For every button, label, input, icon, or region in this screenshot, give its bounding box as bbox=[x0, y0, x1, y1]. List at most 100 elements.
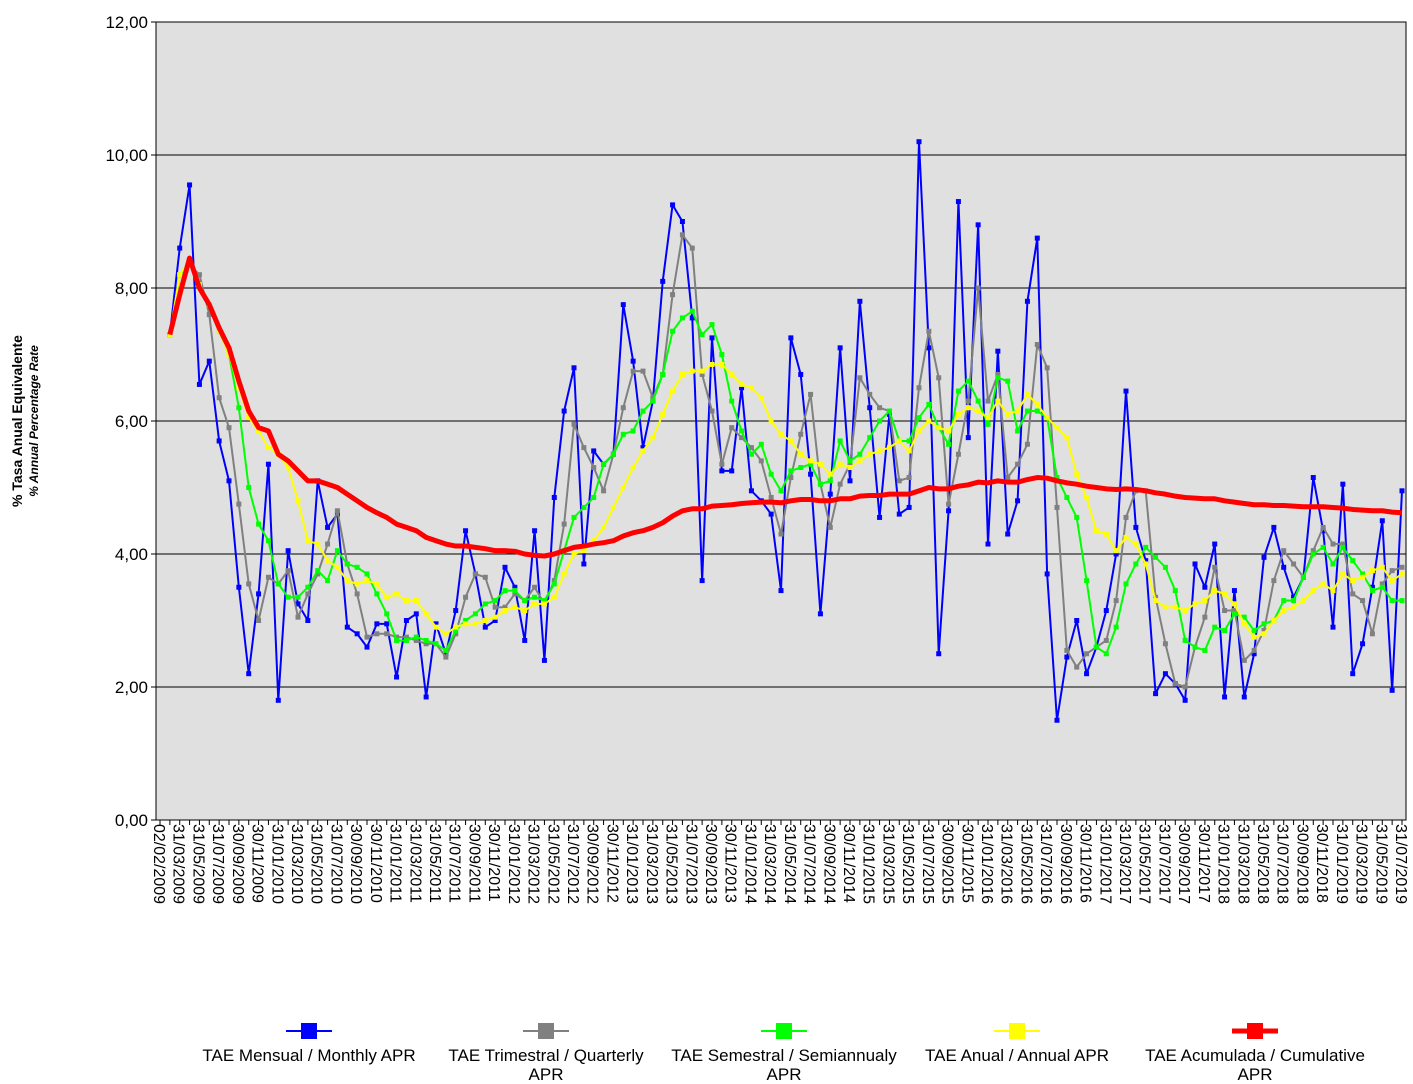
point-marker bbox=[246, 415, 252, 421]
x-tick-label: 30/11/2010 bbox=[367, 824, 384, 903]
point-marker bbox=[867, 435, 873, 441]
point-marker bbox=[1261, 554, 1267, 560]
point-marker bbox=[1064, 494, 1070, 500]
point-marker bbox=[1133, 541, 1139, 547]
x-tick-label: 31/01/2011 bbox=[387, 824, 404, 903]
point-marker bbox=[1222, 608, 1228, 614]
x-tick-label: 31/03/2014 bbox=[761, 824, 778, 904]
point-marker bbox=[798, 371, 804, 377]
x-tick-label: 31/01/2014 bbox=[741, 824, 758, 904]
point-marker bbox=[1202, 598, 1208, 604]
point-marker bbox=[1005, 378, 1011, 384]
point-marker bbox=[630, 368, 636, 374]
x-tick-label: 31/07/2018 bbox=[1274, 824, 1291, 904]
point-marker bbox=[1202, 647, 1208, 653]
x-tick-label: 31/05/2016 bbox=[1017, 824, 1034, 904]
point-marker bbox=[995, 371, 1001, 377]
point-marker bbox=[1271, 578, 1277, 584]
x-tick-label: 31/07/2009 bbox=[209, 824, 226, 904]
point-marker bbox=[1044, 365, 1050, 371]
legend-entry: TAE Semestral / Semiannualy APR bbox=[669, 1020, 899, 1084]
point-marker bbox=[1340, 544, 1346, 550]
point-marker bbox=[581, 445, 587, 451]
point-marker bbox=[896, 438, 902, 444]
point-marker bbox=[679, 232, 685, 238]
point-marker bbox=[443, 654, 449, 660]
point-marker bbox=[1251, 647, 1257, 653]
point-marker bbox=[453, 631, 459, 637]
point-marker bbox=[689, 368, 695, 374]
point-marker bbox=[1281, 564, 1287, 570]
point-marker bbox=[413, 634, 419, 640]
point-marker bbox=[827, 524, 833, 530]
point-marker bbox=[857, 458, 863, 464]
x-tick-label: 31/07/2013 bbox=[682, 824, 699, 904]
point-marker bbox=[758, 441, 764, 447]
point-marker bbox=[1360, 641, 1366, 647]
point-marker bbox=[817, 461, 823, 467]
x-tick-label: 30/11/2015 bbox=[958, 824, 975, 903]
x-tick-label: 30/09/2011 bbox=[465, 824, 482, 903]
point-marker bbox=[739, 381, 745, 387]
point-marker bbox=[1074, 471, 1080, 477]
point-marker bbox=[601, 461, 607, 467]
x-tick-label: 30/09/2016 bbox=[1057, 824, 1074, 904]
point-marker bbox=[1251, 634, 1257, 640]
point-marker bbox=[1369, 568, 1375, 574]
point-marker bbox=[295, 594, 301, 600]
point-marker bbox=[1360, 571, 1366, 577]
point-marker bbox=[867, 391, 873, 397]
point-marker bbox=[1005, 411, 1011, 417]
point-marker bbox=[1192, 601, 1198, 607]
x-tick-label: 30/09/2010 bbox=[347, 824, 364, 904]
point-marker bbox=[315, 568, 321, 574]
point-marker bbox=[571, 421, 577, 427]
point-marker bbox=[729, 425, 735, 431]
point-marker bbox=[877, 418, 883, 424]
x-tick-label: 30/11/2016 bbox=[1077, 824, 1094, 903]
point-marker bbox=[778, 588, 784, 594]
point-marker bbox=[916, 415, 922, 421]
point-marker bbox=[1123, 534, 1129, 540]
point-marker bbox=[719, 352, 725, 357]
point-marker bbox=[1369, 631, 1375, 637]
point-marker bbox=[975, 222, 981, 228]
point-marker bbox=[1192, 561, 1198, 567]
point-marker bbox=[502, 564, 508, 570]
point-marker bbox=[206, 358, 212, 364]
point-marker bbox=[482, 618, 488, 623]
x-tick-label: 31/05/2019 bbox=[1372, 824, 1389, 904]
point-marker bbox=[1281, 608, 1287, 614]
point-marker bbox=[620, 485, 626, 490]
point-marker bbox=[660, 411, 666, 417]
point-marker bbox=[778, 431, 784, 437]
point-marker bbox=[1074, 664, 1080, 670]
point-marker bbox=[965, 378, 971, 384]
point-marker bbox=[1044, 415, 1050, 421]
point-marker bbox=[275, 697, 281, 703]
point-marker bbox=[1291, 594, 1297, 600]
point-marker bbox=[837, 481, 843, 487]
point-marker bbox=[1212, 564, 1218, 570]
point-marker bbox=[571, 365, 577, 371]
point-marker bbox=[532, 594, 538, 600]
point-marker bbox=[1103, 637, 1109, 643]
point-marker bbox=[1212, 541, 1218, 547]
point-marker bbox=[1389, 578, 1395, 584]
x-tick-label: 31/05/2015 bbox=[899, 824, 916, 904]
point-marker bbox=[581, 561, 587, 567]
point-marker bbox=[837, 345, 843, 351]
x-tick-label: 30/09/2012 bbox=[584, 824, 601, 904]
point-marker bbox=[630, 428, 636, 434]
point-marker bbox=[512, 588, 518, 594]
x-tick-label: 31/07/2014 bbox=[801, 824, 818, 904]
point-marker bbox=[305, 584, 311, 590]
point-marker bbox=[561, 408, 567, 414]
point-marker bbox=[1222, 627, 1228, 633]
point-marker bbox=[413, 611, 419, 617]
point-marker bbox=[1360, 574, 1366, 580]
x-tick-label: 31/05/2018 bbox=[1254, 824, 1271, 904]
x-tick-label: 31/03/2011 bbox=[406, 824, 423, 903]
point-marker bbox=[1379, 518, 1385, 524]
point-marker bbox=[906, 475, 912, 481]
